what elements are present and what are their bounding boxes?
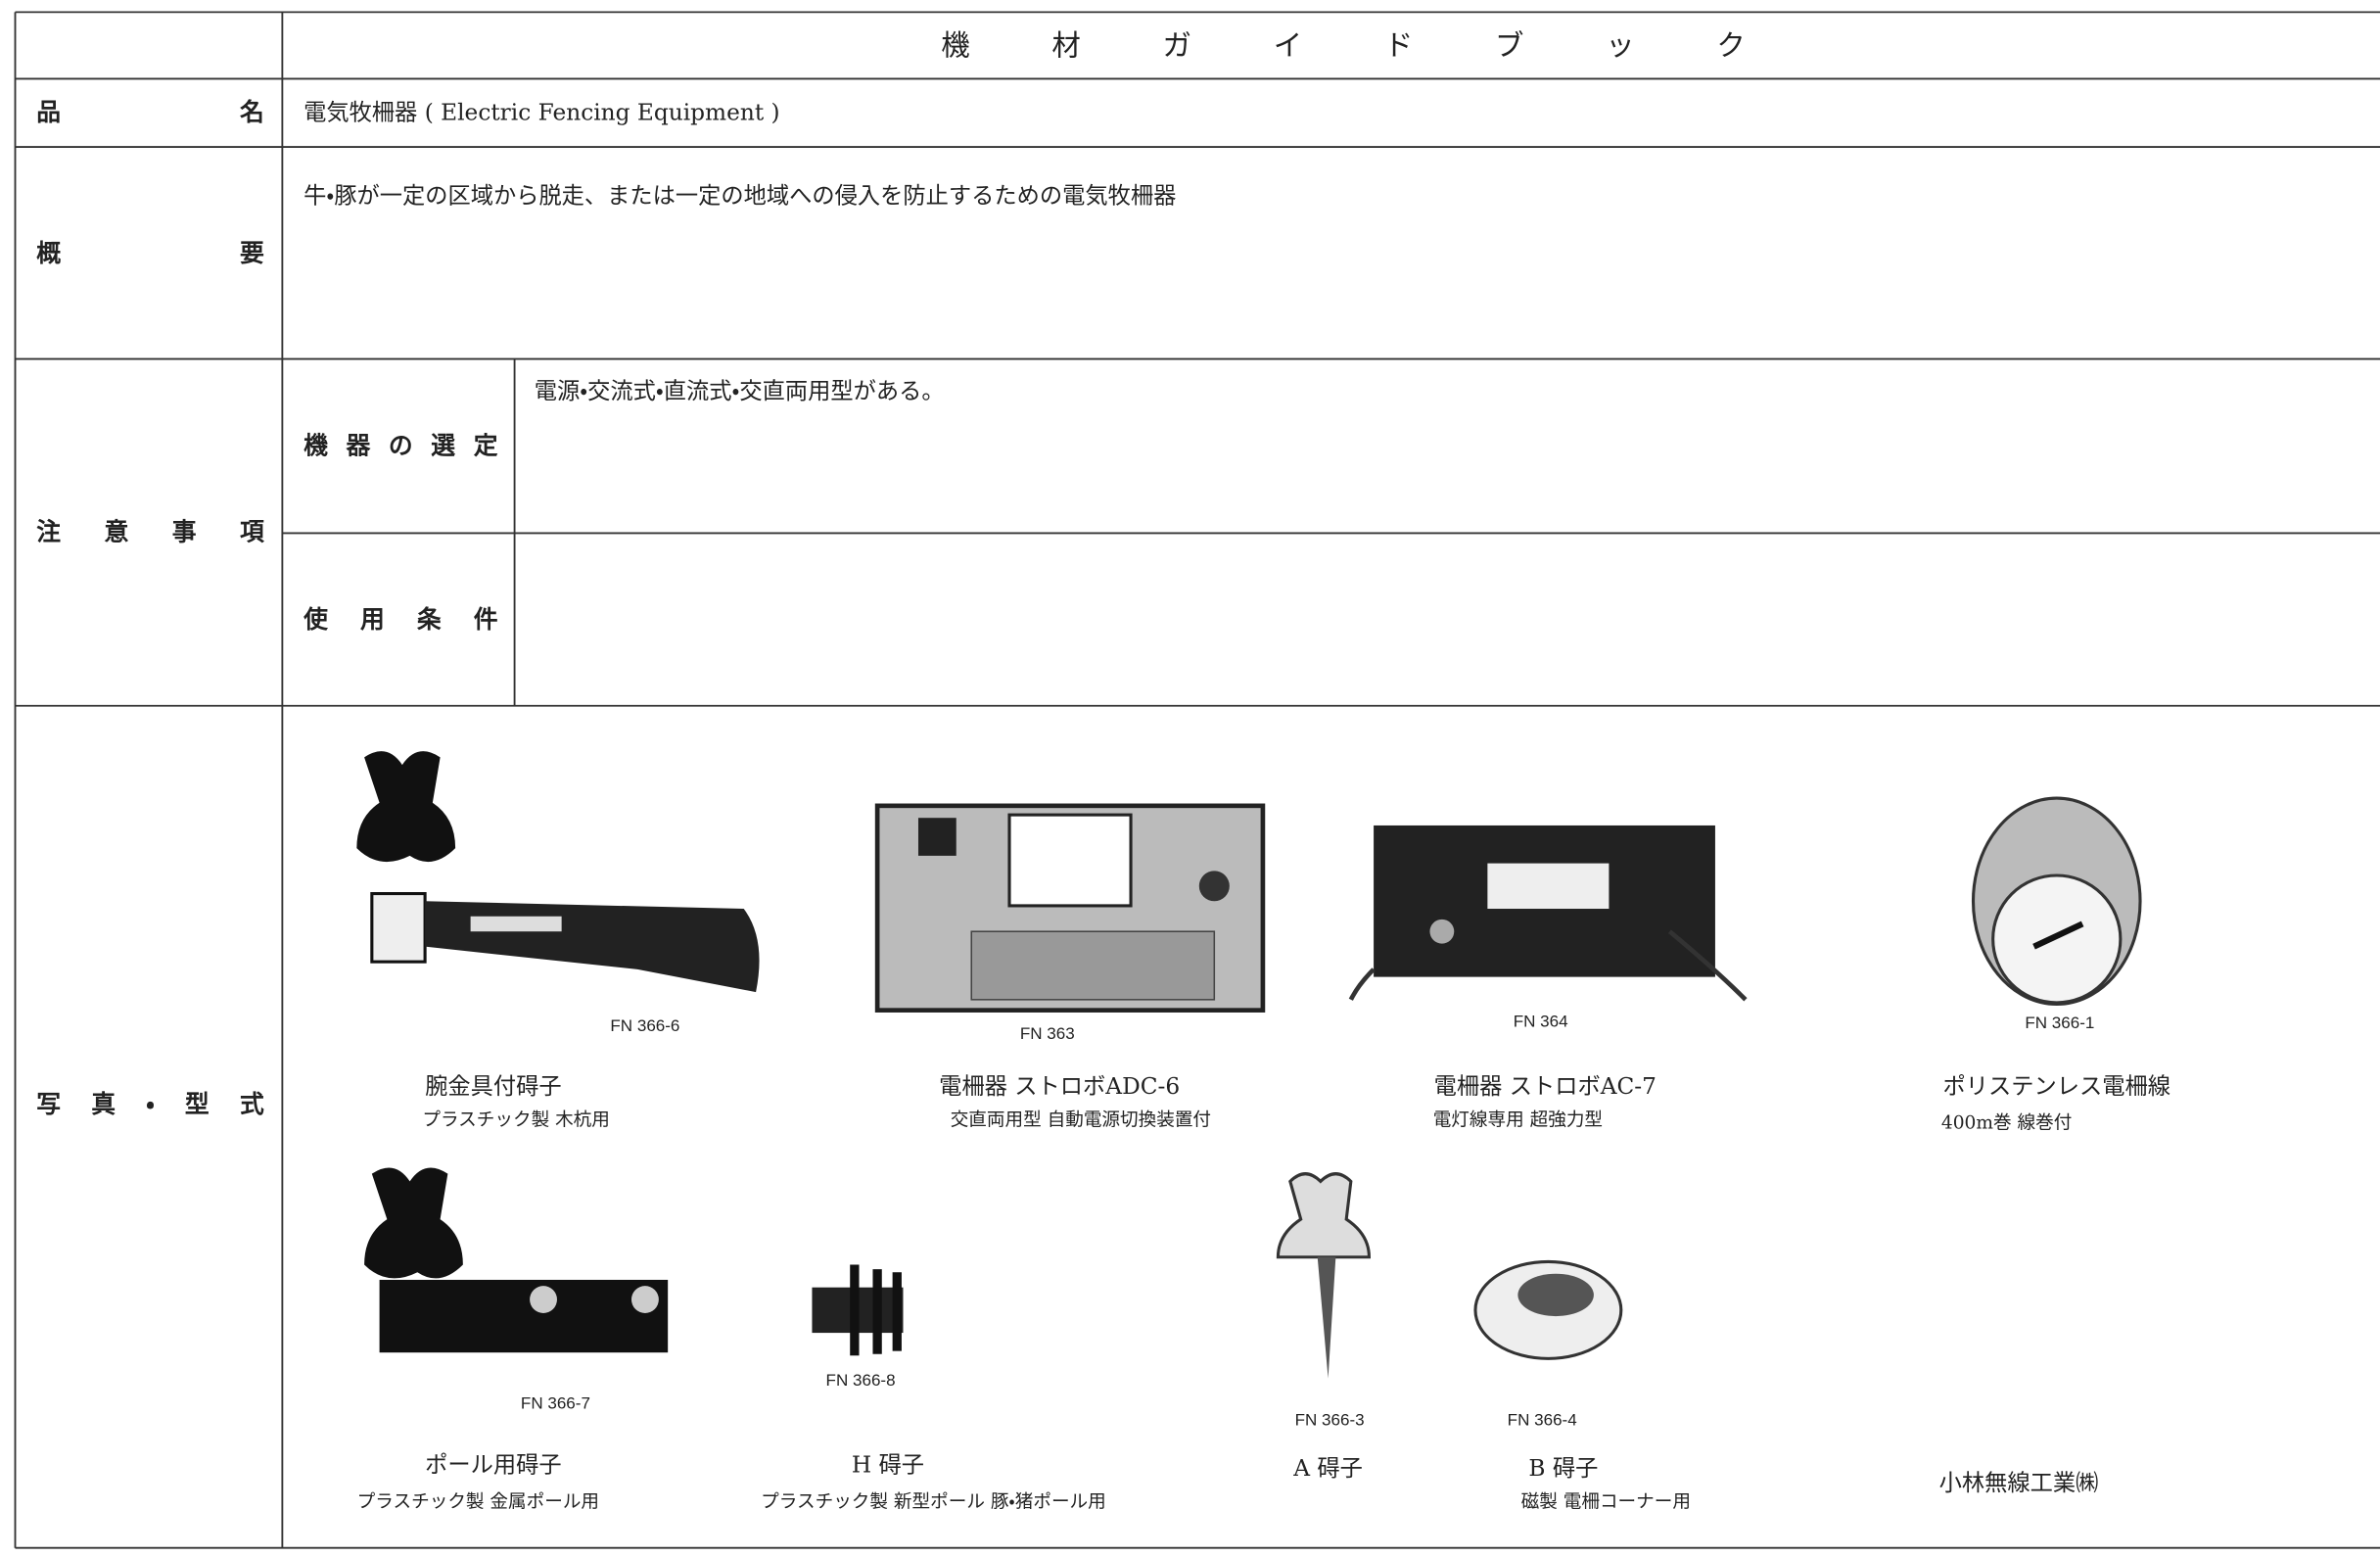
item-name: ポリステンレス電柵線 (1943, 1073, 2170, 1100)
item-description: 400m巻 線巻付 (1941, 1113, 2072, 1134)
item-description: 交直両用型 自動電源切換装置付 (951, 1110, 1211, 1131)
photo-a-insulator (1276, 1172, 1371, 1379)
captions: FN 366-6 腕金具付碍子 プラスチック製 木杭用 FN 363 電柵器 ス… (357, 1013, 2170, 1513)
photo-b-insulator (1473, 1259, 1623, 1360)
manufacturer: 小林無線工業㈱ (1939, 1470, 2099, 1496)
product-photos (356, 751, 2142, 1379)
selection-note: 電源・交流式・直流式・交直両用型がある。 (535, 378, 945, 404)
row-label: 品名 (36, 98, 264, 126)
row-label: 概要 (36, 239, 264, 267)
item-description: プラスチック製 木杭用 (422, 1110, 610, 1131)
item-description: 電灯線専用 超強力型 (1433, 1110, 1603, 1131)
model-number: FN 366-1 (2025, 1014, 2094, 1032)
item-name: H 碍子 (852, 1452, 924, 1479)
item-description: 磁製 電柵コーナー用 (1521, 1491, 1691, 1512)
model-number: FN 366-6 (610, 1016, 679, 1035)
model-number: FN 363 (1020, 1024, 1075, 1043)
item-description: プラスチック製 金属ポール用 (357, 1491, 599, 1512)
model-number: FN 366-3 (1295, 1410, 1365, 1429)
photo-h-insulator (812, 1264, 904, 1356)
header-title: 機材ガイドブック (941, 28, 1827, 62)
model-number: FN 364 (1514, 1013, 1568, 1031)
row-label: 注意事項 (36, 517, 264, 545)
model-number: FN 366-4 (1508, 1410, 1577, 1429)
item-description: プラスチック製 新型ポール 豚・猪ポール用 (761, 1491, 1106, 1512)
summary: 牛・豚が一定の区域から脱走、または一定の地域への侵入を防止するための電気牧柵器 (303, 183, 1176, 210)
item-name: A 碍子 (1292, 1455, 1363, 1482)
item-name: B 碍子 (1528, 1455, 1598, 1482)
row-label: 写真・型式 (36, 1090, 264, 1118)
table-lines (14, 11, 2380, 1549)
photo-wire-reel (1971, 796, 2142, 1007)
photo-insulator-arm (356, 751, 760, 993)
model-number: FN 366-8 (826, 1371, 896, 1390)
item-name: 電柵器 ストロボAC-7 (1434, 1073, 1657, 1100)
item-name: 電柵器 ストロボADC-6 (939, 1073, 1180, 1100)
item-name: 腕金具付碍子 (425, 1073, 561, 1100)
sub-label: 使用条件 (303, 605, 498, 634)
sub-label: 機器の選定 (303, 431, 498, 459)
photo-pole-insulator (364, 1167, 669, 1353)
photo-ac7 (1348, 825, 1748, 1002)
product-name: 電気牧柵器 ( Electric Fencing Equipment ) (303, 100, 780, 126)
model-number: FN 366-7 (521, 1393, 590, 1412)
item-name: ポール用碍子 (425, 1452, 561, 1479)
photo-adc6 (874, 803, 1266, 1013)
